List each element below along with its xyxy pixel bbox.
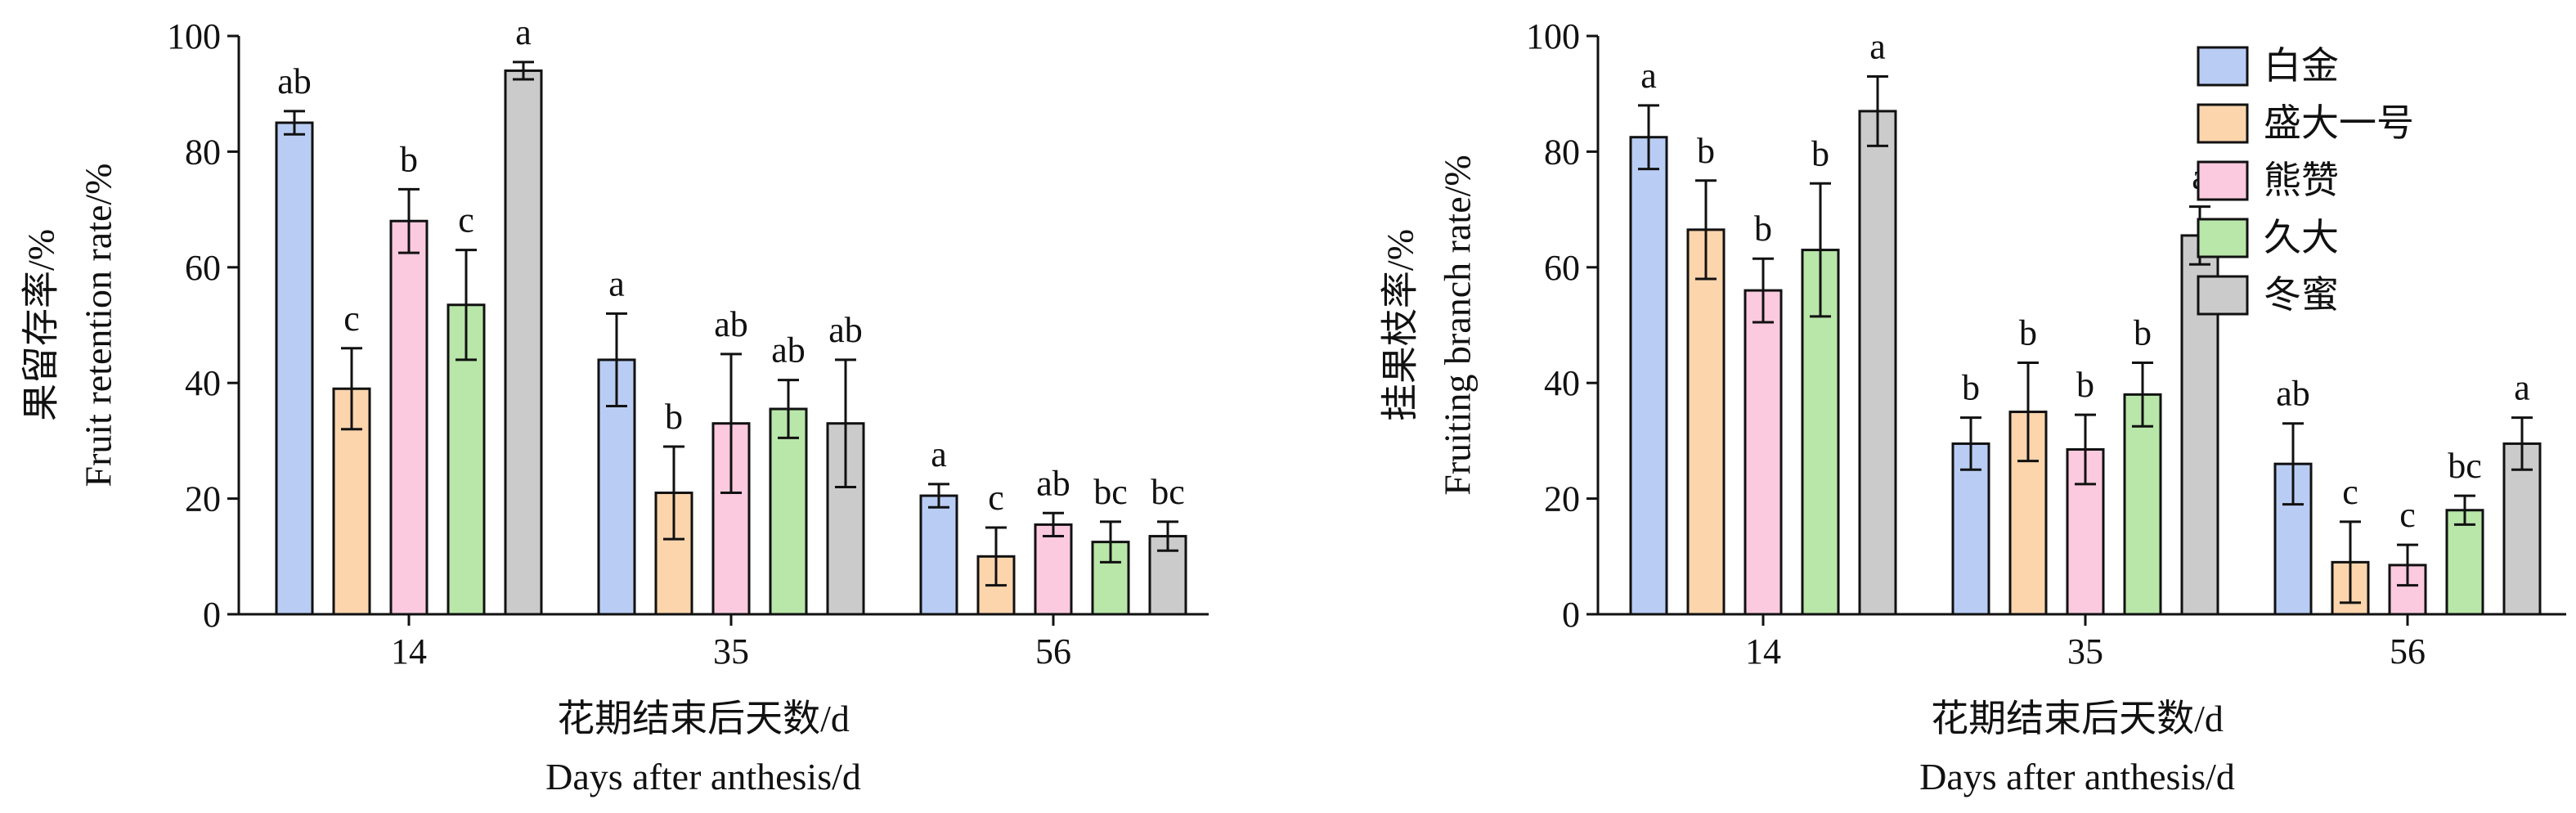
- significance-letter: b: [400, 139, 418, 179]
- legend-swatch: [2197, 275, 2249, 316]
- significance-letter: ab: [828, 310, 863, 350]
- significance-letter: a: [1869, 26, 1886, 66]
- significance-letter: bc: [1093, 472, 1128, 512]
- x-axis-title-en: Days after anthesis/d: [545, 756, 861, 797]
- significance-letter: a: [2514, 368, 2530, 408]
- significance-letter: b: [2019, 312, 2037, 353]
- bar: [1951, 442, 1990, 616]
- y-tick-label: 60: [1544, 248, 1580, 288]
- significance-letter: bc: [1151, 472, 1185, 512]
- legend-label: 冬蜜: [2264, 274, 2339, 316]
- significance-letter: c: [343, 299, 360, 339]
- bar: [1858, 110, 1897, 616]
- x-tick-label: 14: [391, 631, 427, 672]
- y-axis-title-cn: 果留存率/%: [20, 229, 62, 421]
- significance-letter: ab: [2276, 374, 2310, 414]
- bar: [389, 219, 429, 616]
- significance-letter: bc: [2448, 446, 2482, 486]
- significance-letter: c: [2399, 495, 2416, 535]
- bar: [769, 407, 808, 616]
- x-tick-label: 14: [1745, 631, 1781, 672]
- legend-label: 久大: [2264, 217, 2339, 258]
- significance-letter: c: [2342, 472, 2358, 512]
- x-tick-label: 35: [2067, 631, 2103, 672]
- legend-swatch: [2197, 218, 2249, 258]
- significance-letter: a: [931, 434, 947, 474]
- y-tick-label: 40: [1544, 363, 1580, 403]
- bar: [1034, 523, 1073, 616]
- legend-label: 盛大一号: [2264, 102, 2414, 144]
- significance-letter: b: [665, 397, 683, 437]
- significance-letter: ab: [771, 330, 806, 371]
- y-axis-title-en: Fruiting branch rate/%: [1437, 155, 1479, 495]
- significance-letter: ab: [277, 61, 312, 101]
- y-tick-label: 0: [203, 595, 221, 635]
- y-tick-label: 80: [185, 132, 221, 172]
- significance-letter: b: [1754, 209, 1772, 249]
- y-tick-label: 20: [185, 479, 221, 519]
- legend-swatch: [2197, 160, 2249, 201]
- legend-swatch: [2197, 103, 2249, 144]
- x-axis-title-cn: 花期结束后天数/d: [557, 698, 850, 739]
- bar: [1686, 228, 1726, 616]
- significance-letter: a: [515, 12, 532, 52]
- x-axis-title-cn: 花期结束后天数/d: [1931, 698, 2224, 739]
- significance-letter: c: [988, 478, 1004, 518]
- bar: [2502, 442, 2542, 616]
- legend-label: 白金: [2264, 45, 2339, 87]
- y-axis-title-en: Fruit retention rate/%: [78, 164, 119, 487]
- y-tick-label: 20: [1544, 479, 1580, 519]
- x-tick-label: 56: [1035, 631, 1071, 672]
- significance-letter: b: [1697, 131, 1715, 171]
- x-tick-label: 35: [713, 631, 749, 672]
- bar: [1629, 136, 1668, 616]
- y-axis-title-cn: 挂果枝率/%: [1380, 229, 1421, 421]
- y-tick-label: 100: [1526, 16, 1580, 56]
- bar: [504, 69, 543, 616]
- significance-letter: a: [1640, 56, 1657, 96]
- y-tick-label: 100: [167, 16, 221, 56]
- legend-label: 熊赞: [2264, 159, 2339, 201]
- y-tick-label: 40: [185, 363, 221, 403]
- significance-letter: b: [2076, 365, 2094, 405]
- y-tick-label: 60: [185, 248, 221, 288]
- significance-letter: a: [608, 263, 625, 303]
- bar: [1801, 249, 1840, 616]
- y-tick-label: 0: [1562, 595, 1580, 635]
- y-tick-label: 80: [1544, 132, 1580, 172]
- x-axis-title-en: Days after anthesis/d: [1919, 756, 2235, 797]
- x-tick-label: 56: [2390, 631, 2426, 672]
- significance-letter: ab: [1036, 463, 1070, 503]
- bar: [1744, 289, 1783, 616]
- legend-swatch: [2197, 46, 2249, 87]
- significance-letter: c: [458, 200, 474, 240]
- bar: [275, 121, 314, 616]
- significance-letter: b: [2134, 312, 2152, 353]
- significance-letter: b: [1811, 133, 1829, 173]
- significance-letter: b: [1962, 368, 1980, 408]
- bar: [919, 494, 958, 616]
- significance-letter: ab: [714, 304, 748, 344]
